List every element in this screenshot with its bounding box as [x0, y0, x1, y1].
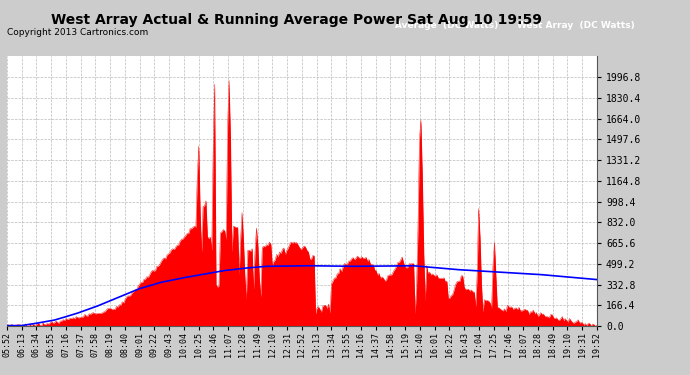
Text: West Array Actual & Running Average Power Sat Aug 10 19:59: West Array Actual & Running Average Powe… — [51, 13, 542, 27]
Text: West Array  (DC Watts): West Array (DC Watts) — [518, 21, 635, 30]
Text: Copyright 2013 Cartronics.com: Copyright 2013 Cartronics.com — [7, 28, 148, 37]
Text: Average  (DC Watts): Average (DC Watts) — [395, 21, 498, 30]
